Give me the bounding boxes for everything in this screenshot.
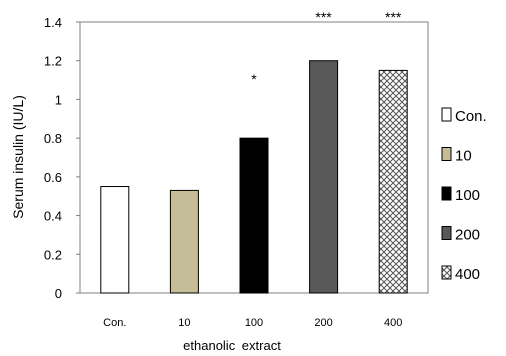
significance-marker: *** (385, 9, 402, 25)
y-tick-label: 0 (55, 286, 62, 301)
bar-100 (239, 137, 269, 294)
legend-swatch (441, 226, 452, 240)
y-tick-label: 1 (55, 92, 62, 107)
legend-label: 200 (455, 227, 480, 244)
bar-200 (309, 60, 339, 294)
y-tick-label: 0.4 (44, 209, 62, 224)
x-tick-label: Con. (103, 317, 126, 329)
x-tick-label: 100 (245, 317, 263, 329)
x-tick-label: 400 (384, 317, 402, 329)
x-tick-label: 200 (314, 317, 332, 329)
x-axis-label: ethanolic extract (183, 338, 281, 353)
legend-swatch (441, 147, 452, 161)
y-tick-label: 0.8 (44, 131, 62, 146)
y-tick-label: 1.2 (44, 54, 62, 69)
significance-marker: * (251, 71, 257, 87)
x-tick-label: 10 (178, 317, 190, 329)
legend-label: 10 (455, 148, 472, 165)
legend-label: Con. (455, 108, 487, 125)
bar-con (100, 186, 130, 294)
y-tick-label: 0.2 (44, 247, 62, 262)
significance-marker: *** (315, 9, 332, 25)
y-axis-label: Serum insulin (IU/L) (10, 95, 26, 219)
bar-400 (378, 69, 408, 294)
legend-swatch (441, 186, 452, 201)
bar-10 (169, 189, 199, 294)
legend-label: 400 (455, 266, 480, 283)
legend-swatch (441, 107, 452, 122)
y-tick-label: 1.4 (44, 15, 62, 30)
legend-label: 100 (455, 187, 480, 204)
legend-swatch (441, 265, 452, 280)
y-tick-label: 0.6 (44, 170, 62, 185)
